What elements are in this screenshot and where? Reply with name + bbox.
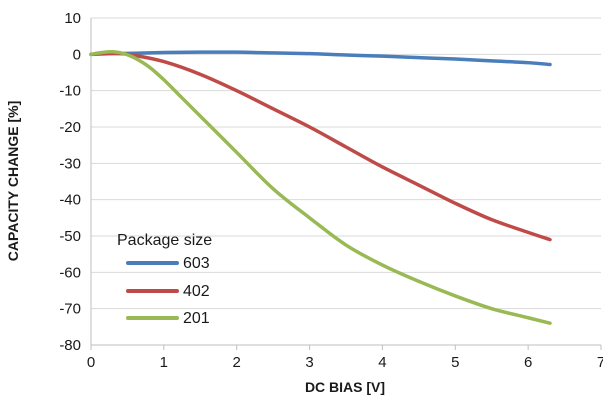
x-tick-label: 5 <box>451 354 459 371</box>
y-axis-title: CAPACITY CHANGE [%] <box>5 101 21 262</box>
chart-axes <box>90 18 602 350</box>
x-tick-label: 0 <box>87 354 95 371</box>
x-tick-label: 4 <box>378 354 386 371</box>
y-tick-label: 0 <box>73 46 81 63</box>
x-tick-label: 2 <box>233 354 241 371</box>
legend: Package size 603 402 201 <box>117 232 212 327</box>
series-line-201 <box>89 50 552 325</box>
y-tick-label: -10 <box>59 83 81 100</box>
x-tick-label: 6 <box>524 354 532 371</box>
y-tick-label: -40 <box>59 192 81 209</box>
legend-title: Package size <box>117 232 212 249</box>
chart-tick-labels: 10 0 -10 -20 -30 -40 -50 -60 -70 -80 0 1 2 3 4 5 6 7 <box>59 10 603 371</box>
y-tick-label: -20 <box>59 119 81 136</box>
series-line-402 <box>89 51 552 242</box>
y-tick-label: -60 <box>59 264 81 281</box>
x-tick-label: 1 <box>160 354 168 371</box>
chart-series <box>89 50 552 325</box>
legend-label-402: 402 <box>183 283 210 300</box>
y-tick-label: -70 <box>59 301 81 318</box>
legend-label-201: 201 <box>183 310 210 327</box>
y-tick-label: 10 <box>64 10 81 27</box>
y-tick-label: -80 <box>59 337 81 354</box>
y-tick-label: -30 <box>59 155 81 172</box>
x-tick-label: 3 <box>305 354 313 371</box>
x-tick-label: 7 <box>597 354 603 371</box>
x-axis-title: DC BIAS [V] <box>305 379 385 395</box>
series-line-603 <box>89 50 552 67</box>
y-tick-label: -50 <box>59 228 81 245</box>
legend-label-603: 603 <box>183 255 210 272</box>
